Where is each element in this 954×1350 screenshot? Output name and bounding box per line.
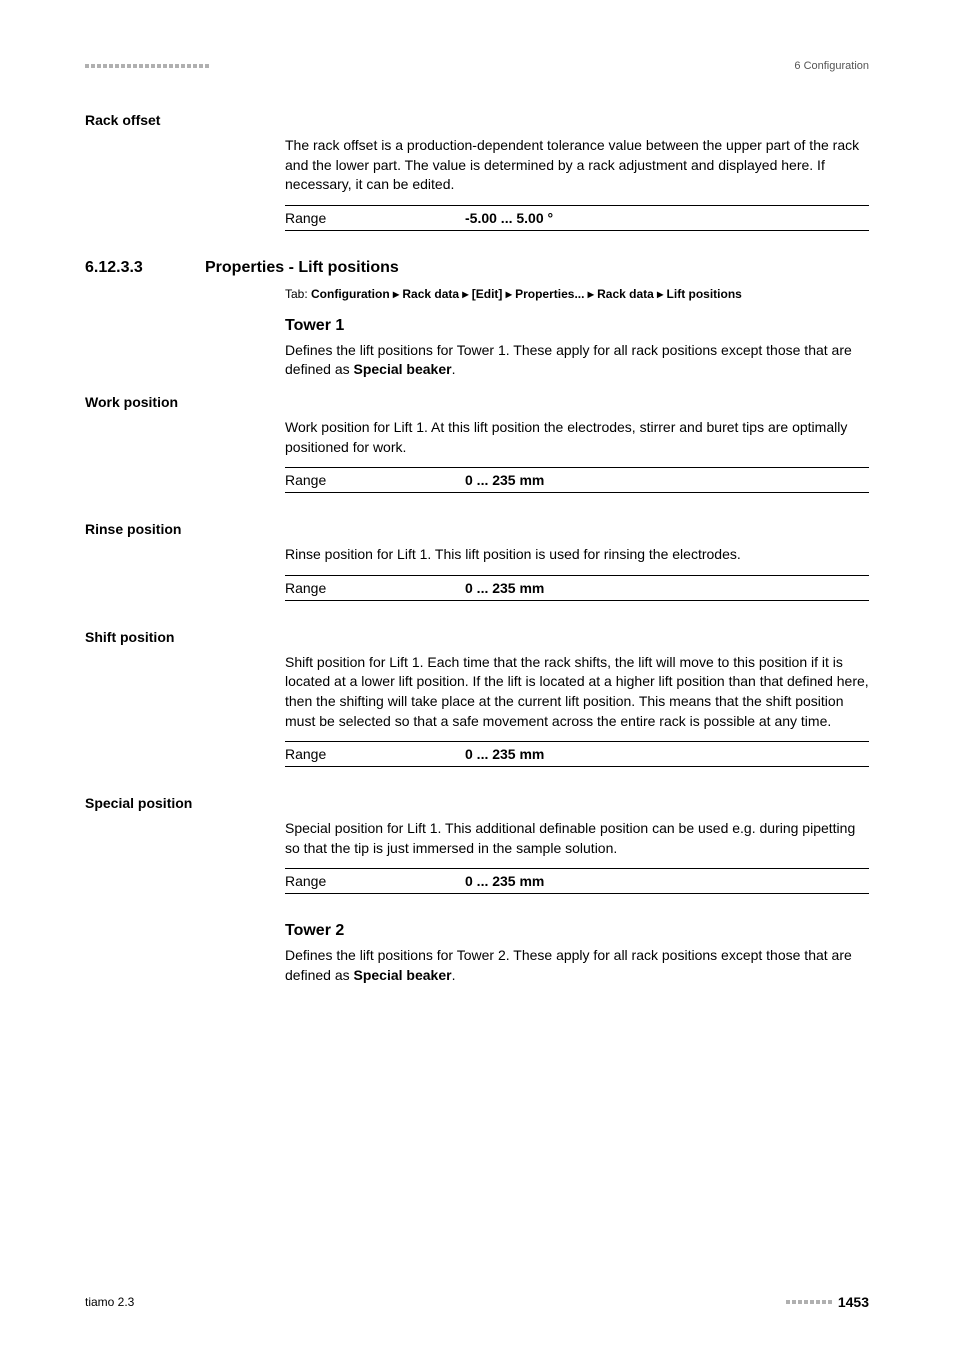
footer-right: 1453 <box>786 1294 869 1310</box>
range-value: -5.00 ... 5.00 ° <box>465 210 553 226</box>
page-header: 6 Configuration <box>85 60 869 72</box>
rinse-position-desc: Rinse position for Lift 1. This lift pos… <box>285 545 869 565</box>
range-value: 0 ... 235 mm <box>465 873 544 889</box>
section-title: Properties - Lift positions <box>205 259 399 277</box>
rack-offset-label: Rack offset <box>85 112 869 128</box>
work-position-range: Range 0 ... 235 mm <box>285 467 869 493</box>
shift-position-range: Range 0 ... 235 mm <box>285 741 869 767</box>
rinse-position-label: Rinse position <box>85 521 869 537</box>
section-heading: 6.12.3.3 Properties - Lift positions <box>85 259 869 277</box>
special-position-label: Special position <box>85 795 869 811</box>
range-label: Range <box>285 746 465 762</box>
tower1-desc: Defines the lift positions for Tower 1. … <box>285 341 869 380</box>
range-value: 0 ... 235 mm <box>465 746 544 762</box>
rinse-position-range: Range 0 ... 235 mm <box>285 575 869 601</box>
footer-dots-icon <box>786 1300 832 1304</box>
range-label: Range <box>285 472 465 488</box>
footer-left: tiamo 2.3 <box>85 1295 134 1309</box>
range-label: Range <box>285 580 465 596</box>
range-label: Range <box>285 210 465 226</box>
page-footer: tiamo 2.3 1453 <box>85 1294 869 1310</box>
special-position-desc: Special position for Lift 1. This additi… <box>285 819 869 858</box>
tab-path: Tab: Configuration ▸ Rack data ▸ [Edit] … <box>285 287 869 301</box>
special-position-range: Range 0 ... 235 mm <box>285 868 869 894</box>
shift-position-desc: Shift position for Lift 1. Each time tha… <box>285 653 869 731</box>
tower1-heading: Tower 1 <box>285 317 869 335</box>
header-dots-icon <box>85 64 209 68</box>
work-position-desc: Work position for Lift 1. At this lift p… <box>285 418 869 457</box>
rack-offset-range: Range -5.00 ... 5.00 ° <box>285 205 869 231</box>
header-chapter: 6 Configuration <box>794 60 869 72</box>
tower2-desc: Defines the lift positions for Tower 2. … <box>285 946 869 985</box>
section-number: 6.12.3.3 <box>85 259 205 277</box>
range-value: 0 ... 235 mm <box>465 580 544 596</box>
range-value: 0 ... 235 mm <box>465 472 544 488</box>
range-label: Range <box>285 873 465 889</box>
page-number: 1453 <box>838 1294 869 1310</box>
rack-offset-desc: The rack offset is a production-dependen… <box>285 136 869 195</box>
work-position-label: Work position <box>85 394 869 410</box>
tower2-heading: Tower 2 <box>285 922 869 940</box>
shift-position-label: Shift position <box>85 629 869 645</box>
tab-path-bold: Configuration ▸ Rack data ▸ [Edit] ▸ Pro… <box>311 287 742 301</box>
tab-prefix: Tab: <box>285 287 311 301</box>
